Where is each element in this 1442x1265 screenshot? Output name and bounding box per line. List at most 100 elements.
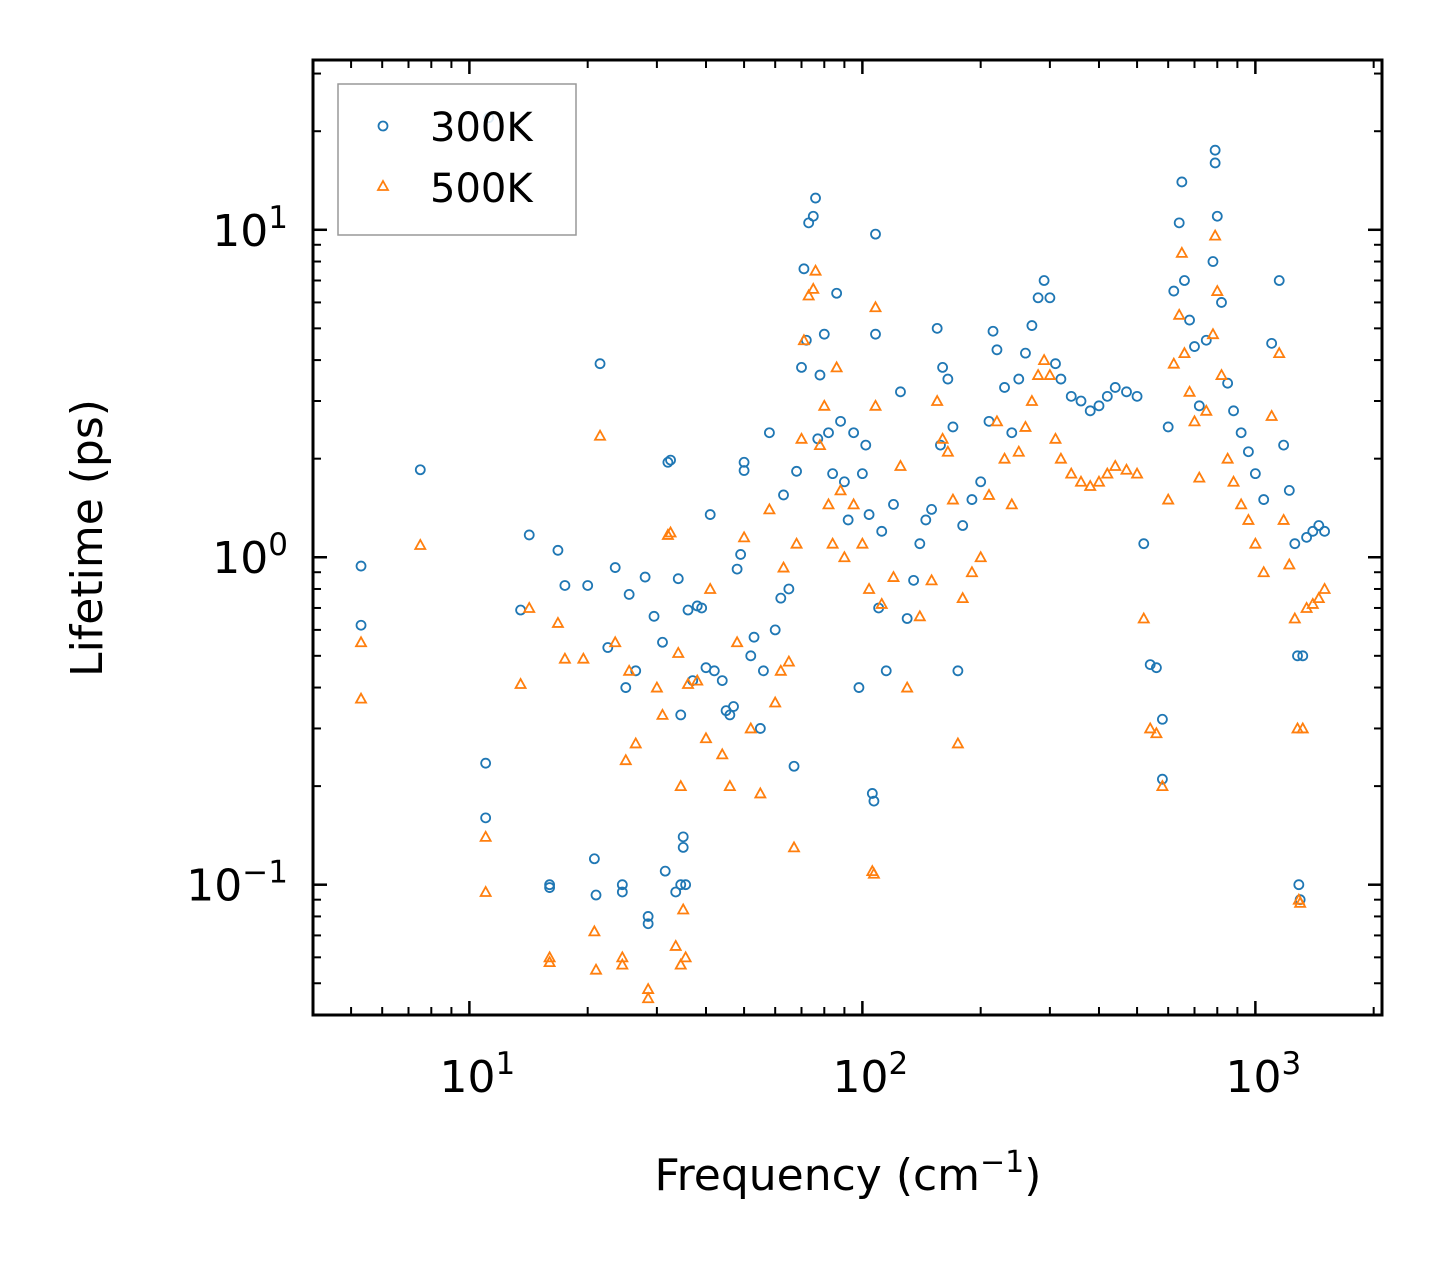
- data-point-500k: [913, 609, 927, 622]
- data-point-500k: [847, 497, 861, 510]
- data-point-500k: [862, 582, 876, 594]
- data-point-300k: [602, 642, 614, 653]
- data-point-300k: [1109, 382, 1121, 393]
- data-point-500k: [723, 779, 737, 792]
- data-point-300k: [942, 373, 954, 385]
- data-point-500k: [703, 582, 717, 594]
- data-point-300k: [731, 563, 743, 575]
- data-point-500k: [1108, 459, 1122, 471]
- data-point-500k: [893, 459, 907, 471]
- data-point-300k: [588, 853, 600, 865]
- data-point-300k: [1258, 494, 1270, 505]
- data-point-500k: [936, 431, 950, 444]
- y-tick-label-3: 101: [212, 200, 288, 257]
- data-point-300k: [870, 328, 881, 340]
- data-point-300k: [991, 344, 1003, 356]
- data-point-300k: [1184, 314, 1195, 326]
- data-point-300k: [842, 514, 854, 526]
- data-point-300k: [639, 571, 651, 583]
- legend-label-500k: 500K: [430, 166, 534, 212]
- data-point-300k: [791, 465, 802, 477]
- data-point-500k: [941, 444, 955, 457]
- data-point-300k: [848, 427, 860, 439]
- data-point-500k: [1025, 394, 1039, 406]
- data-point-500k: [543, 950, 557, 963]
- x-axis-title: Frequency (cm−1): [655, 1145, 1042, 1201]
- data-point-300k: [677, 831, 689, 843]
- data-point-300k: [1162, 421, 1174, 433]
- data-point-300k: [1055, 373, 1067, 385]
- data-point-500k: [1005, 497, 1019, 510]
- data-point-500k: [514, 677, 528, 689]
- data-point-500k: [900, 680, 914, 693]
- data-point-500k: [1100, 466, 1114, 479]
- data-point-300k: [1179, 275, 1190, 286]
- data-point-500k: [593, 428, 607, 441]
- data-point-500k: [354, 691, 368, 704]
- data-point-500k: [522, 601, 536, 613]
- data-point-300k: [1207, 256, 1219, 267]
- data-point-500k: [868, 398, 883, 411]
- data-point-500k: [1296, 721, 1310, 734]
- data-point-300k: [1211, 210, 1223, 222]
- data-point-500k: [587, 924, 601, 937]
- data-point-300k: [1313, 520, 1325, 531]
- data-point-300k: [814, 369, 826, 381]
- data-point-300k: [901, 613, 913, 624]
- data-point-500k: [774, 663, 788, 676]
- data-point-300k: [745, 650, 757, 662]
- data-point-500k: [576, 651, 590, 664]
- data-point-500k: [1048, 431, 1063, 444]
- legend-marker-500k: [376, 179, 390, 191]
- data-point-500k: [1083, 479, 1097, 491]
- data-point-300k: [480, 757, 492, 769]
- legend-marker-300k: [377, 120, 389, 132]
- data-point-300k: [659, 865, 671, 877]
- y-tick-label-2: 100: [212, 527, 288, 584]
- data-point-300k: [764, 427, 775, 439]
- data-point-500k: [1288, 611, 1302, 624]
- data-point-300k: [831, 287, 843, 299]
- data-point-500k: [1206, 327, 1220, 340]
- data-point-300k: [835, 415, 846, 427]
- data-point-300k: [590, 889, 602, 901]
- data-point-300k: [1209, 144, 1221, 156]
- data-point-300k: [966, 494, 978, 505]
- data-point-500k: [1306, 597, 1320, 609]
- data-point-500k: [768, 695, 782, 708]
- data-point-300k: [1228, 405, 1239, 417]
- data-point-300k: [1020, 347, 1031, 359]
- data-point-500k: [990, 414, 1004, 427]
- data-point-300k: [1044, 292, 1056, 304]
- data-point-500k: [776, 560, 791, 573]
- data-point-300k: [876, 525, 888, 537]
- data-point-300k: [952, 665, 964, 677]
- legend-label-300k: 300K: [430, 105, 534, 151]
- x-tick-label-3: 103: [1226, 1046, 1302, 1103]
- data-point-300k: [1168, 285, 1180, 297]
- y-axis-title: Lifetime (ps): [62, 399, 113, 677]
- data-point-300k: [947, 421, 959, 433]
- data-point-500k: [664, 525, 678, 538]
- data-point-500k: [1192, 470, 1206, 483]
- x-tick-label-2: 102: [833, 1046, 909, 1103]
- data-point-300k: [853, 682, 865, 693]
- data-point-500k: [1312, 591, 1326, 604]
- data-point-300k: [704, 509, 716, 520]
- data-point-500k: [1143, 721, 1157, 734]
- data-point-300k: [957, 520, 969, 531]
- data-point-500k: [1221, 451, 1235, 464]
- data-point-500k: [715, 747, 729, 760]
- data-point-300k: [662, 456, 674, 468]
- data-point-500k: [1043, 368, 1057, 380]
- data-point-500k: [744, 721, 758, 734]
- data-point-300k: [1101, 390, 1113, 402]
- data-point-500k: [641, 991, 655, 1004]
- data-point-300k: [1209, 157, 1221, 169]
- data-point-300k: [523, 529, 535, 541]
- data-point-500k: [809, 263, 823, 276]
- data-point-300k: [665, 454, 676, 466]
- data-point-500k: [676, 902, 690, 915]
- data-point-300k: [1243, 446, 1254, 458]
- data-point-300k: [1006, 427, 1018, 439]
